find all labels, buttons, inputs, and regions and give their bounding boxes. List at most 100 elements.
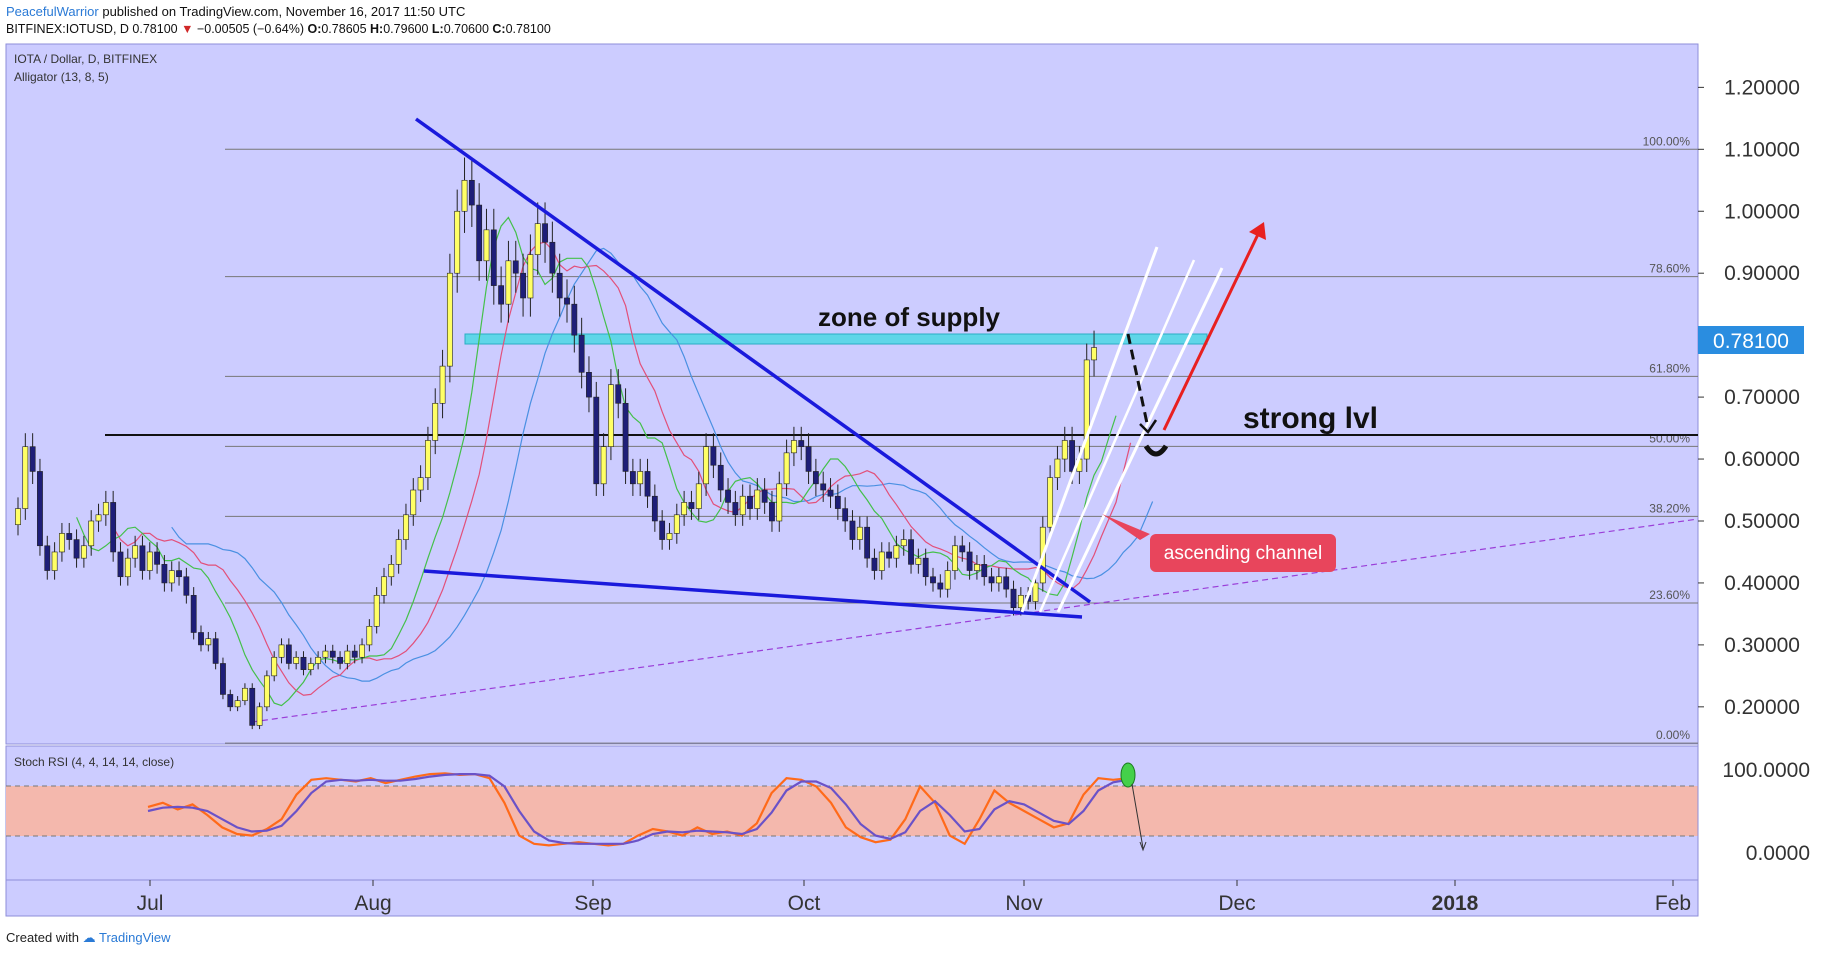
y-tick-label-9: 0.20000 bbox=[1724, 696, 1800, 719]
candle-body-72 bbox=[542, 223, 548, 243]
candle-body-53 bbox=[403, 514, 409, 540]
candle-body-137 bbox=[1017, 595, 1024, 609]
candle-body-71 bbox=[534, 223, 541, 255]
target-arrowhead-icon bbox=[1249, 222, 1266, 240]
low-value: 0.70600 bbox=[443, 22, 489, 36]
supply-zone[interactable] bbox=[464, 333, 1208, 345]
candle-body-23 bbox=[183, 576, 190, 596]
candle-body-59 bbox=[446, 272, 453, 367]
x-tick-label-4: Nov bbox=[1005, 892, 1043, 915]
candle-body-45 bbox=[344, 650, 351, 664]
alligator-teeth-line bbox=[112, 241, 1132, 696]
fib-label-0: 100.00% bbox=[1643, 134, 1691, 148]
candle-body-26 bbox=[205, 638, 212, 646]
candle-body-128 bbox=[952, 545, 958, 571]
candle-body-22 bbox=[176, 570, 182, 578]
candle-body-47 bbox=[359, 644, 365, 658]
candle-body-66 bbox=[498, 285, 505, 305]
cloud-logo-icon: ☁ bbox=[82, 930, 96, 945]
price-axis[interactable] bbox=[1698, 44, 1818, 916]
candle-body-41 bbox=[315, 656, 322, 664]
candle-body-120 bbox=[893, 545, 900, 559]
x-tick-label-1: Aug bbox=[354, 892, 391, 915]
time-axis[interactable] bbox=[5, 879, 1699, 917]
candle-body-127 bbox=[944, 570, 951, 590]
y-tick-label-0: 1.20000 bbox=[1724, 76, 1800, 99]
candle-body-79 bbox=[593, 396, 600, 485]
price-change: −0.00505 (−0.64%) bbox=[196, 22, 304, 36]
tradingview-link[interactable]: TradingView bbox=[99, 930, 171, 945]
candle-body-50 bbox=[381, 576, 387, 596]
candle-body-38 bbox=[293, 656, 300, 664]
candle-body-57 bbox=[432, 402, 439, 441]
candle-body-124 bbox=[922, 557, 929, 578]
ohlc-strip: BITFINEX:IOTUSD, D 0.78100 ▼ −0.00505 (−… bbox=[6, 22, 551, 36]
candle-body-86 bbox=[644, 471, 651, 497]
last-price: 0.78100 bbox=[132, 22, 178, 36]
candle-body-48 bbox=[366, 626, 373, 646]
candle-body-17 bbox=[139, 545, 146, 571]
candle-body-9 bbox=[80, 545, 87, 559]
candle-body-101 bbox=[754, 489, 761, 509]
author-link[interactable]: PeacefulWarrior bbox=[6, 4, 99, 19]
dashed-retest-arrow[interactable] bbox=[1126, 333, 1150, 429]
y-tick-label-1: 1.10000 bbox=[1724, 138, 1800, 161]
candle-body-132 bbox=[981, 564, 988, 578]
channel-line-middle[interactable] bbox=[1056, 267, 1224, 613]
drawings-overlay: ascending channel zone of supply strong … bbox=[414, 117, 1378, 619]
candle-body-117 bbox=[871, 557, 878, 571]
candle-body-49 bbox=[373, 595, 380, 627]
axis-labels: 1.20000 1.10000 1.00000 0.90000 0.70000 0.600… bbox=[137, 76, 1810, 915]
candle-body-130 bbox=[966, 551, 973, 571]
candle-body-109 bbox=[812, 471, 819, 485]
candle-body-84 bbox=[629, 471, 636, 485]
candle-body-125 bbox=[930, 576, 936, 584]
candle-body-70 bbox=[527, 254, 534, 299]
candle-body-55 bbox=[417, 477, 424, 491]
y-tick-label-3: 0.90000 bbox=[1724, 262, 1800, 285]
candle-body-126 bbox=[937, 582, 944, 590]
x-tick-label-2: Sep bbox=[574, 892, 611, 915]
candle-body-147 bbox=[1091, 347, 1097, 361]
candle-body-141 bbox=[1047, 477, 1054, 528]
channel-line-lower[interactable] bbox=[1038, 259, 1196, 613]
open-label: O: bbox=[307, 22, 322, 36]
y-tick-label-7: 0.40000 bbox=[1724, 572, 1800, 595]
candle-body-36 bbox=[278, 644, 285, 658]
footer: Created with ☁ TradingView bbox=[6, 930, 171, 946]
channel-line-upper[interactable] bbox=[1020, 246, 1159, 613]
stoch-tick-label-0: 100.0000 bbox=[1722, 759, 1810, 782]
y-tick-label-5: 0.60000 bbox=[1724, 448, 1800, 471]
y-tick-label-6: 0.50000 bbox=[1724, 510, 1800, 533]
main-pane[interactable] bbox=[5, 43, 1699, 745]
target-arrow[interactable] bbox=[1162, 225, 1264, 431]
long-support-line[interactable] bbox=[251, 518, 1699, 723]
candle-body-7 bbox=[66, 533, 73, 540]
candle-body-46 bbox=[351, 650, 358, 658]
descending-trendline[interactable] bbox=[414, 117, 1092, 604]
candle-body-8 bbox=[73, 539, 80, 559]
ascending-channel-callout[interactable] bbox=[1150, 534, 1336, 572]
y-tick-label-4: 0.70000 bbox=[1724, 386, 1800, 409]
candle-body-146 bbox=[1083, 359, 1090, 460]
candle-body-0 bbox=[15, 508, 21, 526]
candle-body-81 bbox=[608, 384, 614, 447]
candle-body-85 bbox=[637, 471, 644, 485]
support-trendline[interactable] bbox=[423, 569, 1083, 619]
x-tick-label-0: Jul bbox=[137, 892, 164, 915]
fib-label-6: 0.00% bbox=[1656, 728, 1690, 742]
published-text: published on TradingView.com, November 1… bbox=[102, 4, 466, 19]
candle-body-31 bbox=[242, 687, 248, 701]
candle-body-115 bbox=[856, 526, 863, 540]
main-pane-title: IOTA / Dollar, D, BITFINEX bbox=[14, 52, 157, 66]
candle-body-54 bbox=[410, 489, 417, 516]
y-tick-label-8: 0.30000 bbox=[1724, 634, 1800, 657]
candle-body-1 bbox=[22, 446, 29, 509]
stoch-signal-marker[interactable] bbox=[1120, 762, 1136, 788]
fib-label-5: 23.60% bbox=[1649, 588, 1690, 602]
retest-arrowhead-icon bbox=[1139, 419, 1158, 434]
x-tick-label-5: Dec bbox=[1218, 892, 1255, 915]
candle-body-94 bbox=[703, 446, 709, 485]
candle-body-28 bbox=[220, 663, 226, 695]
